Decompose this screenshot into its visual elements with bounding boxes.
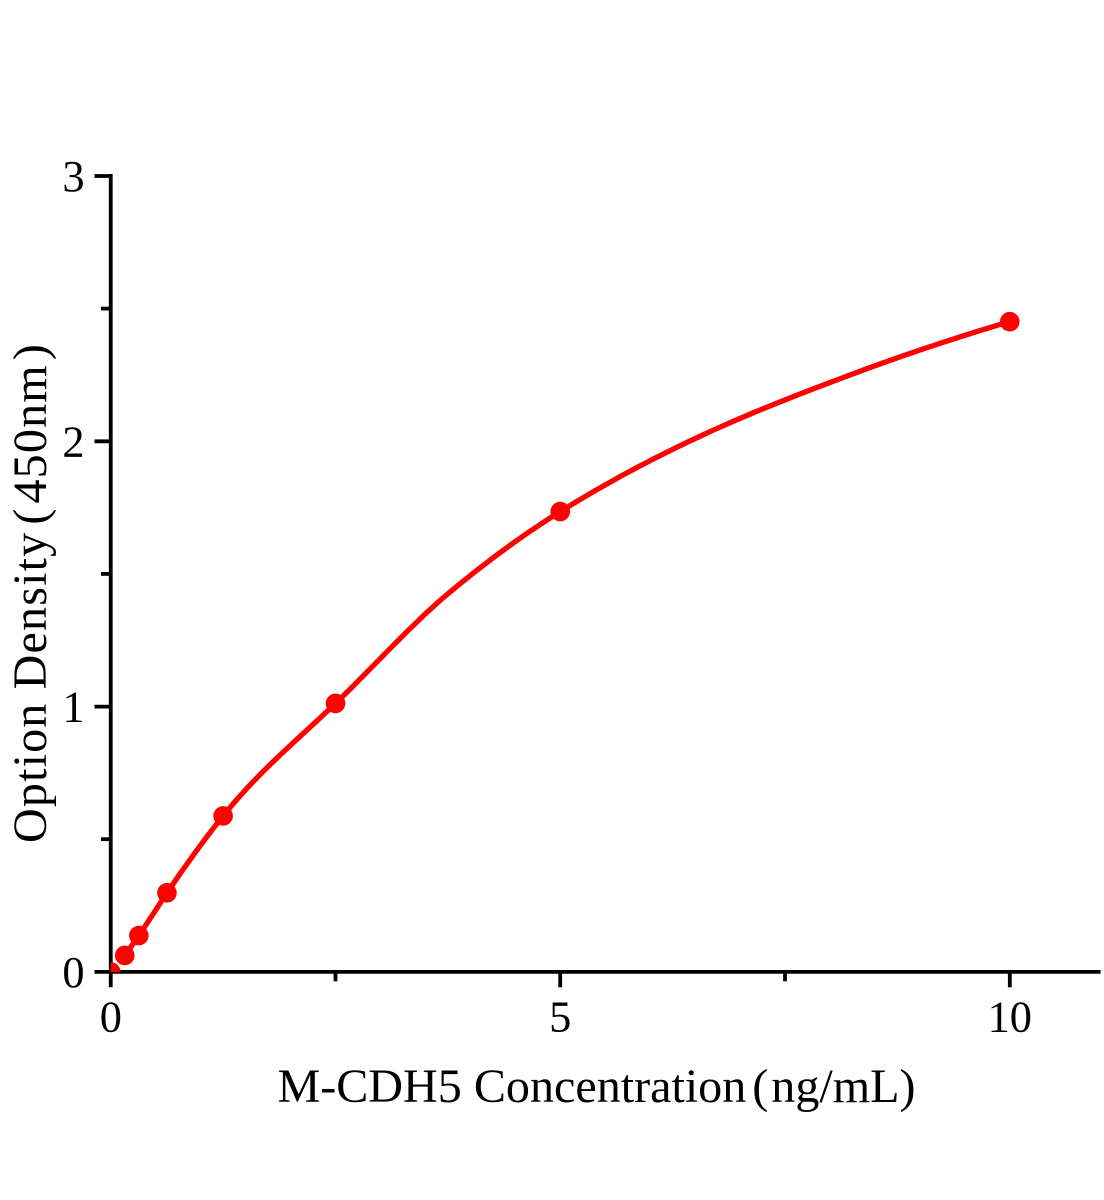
svg-text:3: 3 xyxy=(62,151,84,201)
svg-text:10: 10 xyxy=(988,992,1032,1042)
svg-text:0: 0 xyxy=(62,947,84,997)
svg-text:2: 2 xyxy=(62,416,84,466)
svg-text:1: 1 xyxy=(62,682,84,732)
svg-text:5: 5 xyxy=(549,992,571,1042)
svg-text:M-CDH5 Concentration(ng/mL): M-CDH5 Concentration (ng/mL) xyxy=(277,1060,915,1113)
svg-text:Option Density(450nm): Option Density(450nm) xyxy=(4,343,57,843)
svg-text:0: 0 xyxy=(100,992,122,1042)
